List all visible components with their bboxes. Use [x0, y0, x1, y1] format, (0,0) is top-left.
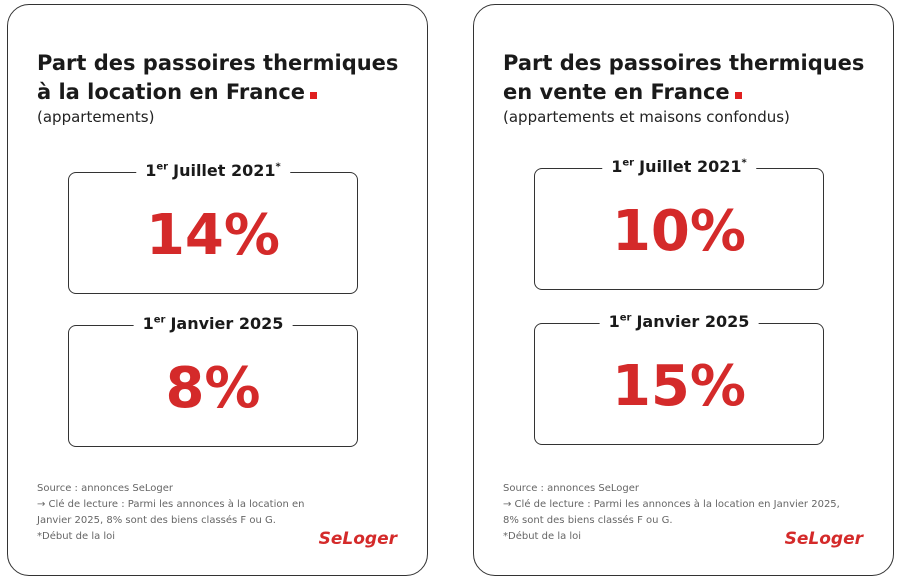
period-value: 14% — [145, 203, 281, 268]
period-label: 1er Juillet 2021* — [136, 161, 290, 180]
period-day: 1 — [611, 157, 623, 176]
logo: SeLoger — [784, 529, 863, 549]
card-title: Part des passoires thermiques à la locati… — [37, 49, 398, 107]
value-box: 1er Juillet 2021* 10% — [534, 157, 824, 290]
period-value: 10% — [611, 199, 747, 264]
card-subtitle: (appartements et maisons confondus) — [503, 108, 790, 126]
period-day: 1 — [142, 314, 154, 333]
period-label: 1er Janvier 2025 — [133, 314, 293, 333]
card: Part des passoires thermiques en vente en… — [473, 4, 894, 576]
red-square — [310, 92, 318, 99]
period-value: 8% — [165, 356, 261, 421]
period-value: 15% — [611, 354, 747, 419]
title-line: en vente en France — [503, 78, 864, 107]
reading-key: → Clé de lecture : Parmi les annonces à … — [37, 499, 305, 526]
note: *Début de la loi — [503, 531, 582, 542]
source: Source : annonces SeLoger — [503, 483, 639, 494]
card-title: Part des passoires thermiques en vente en… — [503, 49, 864, 107]
source: Source : annonces SeLoger — [37, 483, 173, 494]
period-text: Janvier 2025 — [636, 312, 750, 331]
value-box: 1er Janvier 2025 15% — [534, 312, 824, 445]
period-day: 1 — [608, 312, 620, 331]
card: Part des passoires thermiques à la locati… — [7, 4, 428, 576]
period-label: 1er Janvier 2025 — [599, 312, 759, 331]
period-text: Juillet 2021 — [173, 161, 276, 180]
period-mark: * — [275, 161, 281, 173]
note: *Début de la loi — [37, 531, 116, 542]
red-square — [734, 92, 742, 99]
reading-key: → Clé de lecture : Parmi les annonces à … — [503, 499, 840, 526]
footer: Source : annonces SeLoger → Clé de lectur… — [37, 481, 307, 545]
footer: Source : annonces SeLoger → Clé de lectur… — [503, 481, 848, 545]
period-text: Juillet 2021 — [639, 157, 742, 176]
period-label: 1er Juillet 2021* — [602, 157, 756, 176]
title-line: Part des passoires thermiques — [37, 51, 399, 75]
value-box: 1er Juillet 2021* 14% — [68, 161, 358, 294]
title-line: Part des passoires thermiques — [503, 51, 865, 75]
period-mark: * — [741, 157, 747, 169]
card-subtitle: (appartements) — [37, 108, 155, 126]
period-day: 1 — [145, 161, 157, 180]
period-text: Janvier 2025 — [170, 314, 284, 333]
logo: SeLoger — [318, 529, 397, 549]
period-suffix: er — [622, 157, 635, 169]
period-suffix: er — [619, 312, 632, 324]
period-suffix: er — [153, 314, 166, 326]
value-box: 1er Janvier 2025 8% — [68, 314, 358, 447]
period-suffix: er — [156, 161, 169, 173]
title-line: à la location en France — [37, 78, 398, 107]
